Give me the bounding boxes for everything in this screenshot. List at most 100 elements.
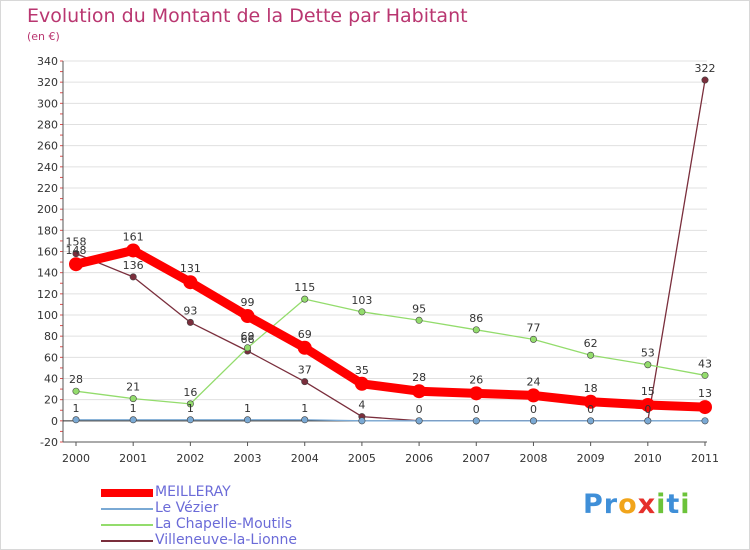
data-label: 161 bbox=[123, 230, 144, 243]
data-label: 0 bbox=[587, 403, 594, 416]
data-point bbox=[297, 340, 312, 355]
data-point bbox=[186, 400, 194, 408]
data-label: 18 bbox=[584, 382, 598, 395]
data-point bbox=[698, 400, 712, 415]
data-label: 77 bbox=[526, 321, 540, 334]
data-point bbox=[72, 250, 80, 258]
data-point bbox=[529, 335, 537, 343]
data-point bbox=[415, 316, 423, 324]
x-tick-label: 2000 bbox=[62, 452, 90, 465]
data-label: 0 bbox=[530, 403, 537, 416]
data-label: 148 bbox=[66, 244, 87, 257]
y-tick-label: 140 bbox=[37, 267, 58, 280]
legend-swatch bbox=[101, 489, 153, 497]
data-point bbox=[472, 326, 480, 334]
data-label: 35 bbox=[355, 364, 369, 377]
data-label: 0 bbox=[416, 403, 423, 416]
data-label: 28 bbox=[69, 373, 83, 386]
logo-letter: r bbox=[603, 489, 619, 520]
legend-label: La Chapelle-Moutils bbox=[155, 516, 293, 532]
data-label: 1 bbox=[73, 402, 80, 415]
y-tick-label: 0 bbox=[51, 415, 58, 428]
data-point bbox=[526, 388, 541, 403]
data-point bbox=[587, 417, 595, 425]
y-tick-label: 220 bbox=[37, 182, 58, 195]
x-tick-label: 2002 bbox=[176, 452, 204, 465]
data-label: 24 bbox=[526, 375, 540, 388]
x-tick-label: 2006 bbox=[405, 452, 433, 465]
data-point bbox=[240, 309, 255, 324]
logo-letter: t bbox=[666, 489, 681, 520]
data-point bbox=[183, 275, 198, 290]
data-point bbox=[412, 384, 427, 399]
data-label: 93 bbox=[183, 304, 197, 317]
series-line-0 bbox=[71, 245, 710, 412]
data-label: 62 bbox=[584, 337, 598, 350]
x-tick-label: 2004 bbox=[291, 452, 319, 465]
data-point bbox=[126, 243, 141, 258]
axes: -200204060801001201401601802002202402602… bbox=[37, 55, 719, 465]
logo-letter: P bbox=[583, 489, 604, 520]
legend-label: Le Vézier bbox=[155, 500, 219, 516]
data-point bbox=[244, 416, 252, 424]
legend-item: La Chapelle-Moutils bbox=[101, 516, 361, 533]
data-point bbox=[186, 416, 194, 424]
data-label: 66 bbox=[241, 333, 255, 346]
data-label: 69 bbox=[298, 328, 312, 341]
x-tick-label: 2005 bbox=[348, 452, 376, 465]
y-tick-label: -20 bbox=[40, 436, 58, 449]
data-point bbox=[583, 394, 598, 409]
chart-unit-label: (en €) bbox=[27, 30, 60, 43]
y-tick-label: 160 bbox=[37, 246, 58, 259]
x-tick-label: 2001 bbox=[119, 452, 147, 465]
legend-swatch bbox=[101, 524, 153, 526]
data-label: 53 bbox=[641, 347, 655, 360]
data-point bbox=[186, 318, 194, 326]
legend-label: MEILLERAY bbox=[155, 484, 231, 500]
logo-letter: x bbox=[637, 489, 657, 520]
proxiti-logo: Proxiti bbox=[583, 489, 691, 520]
y-tick-label: 80 bbox=[44, 330, 58, 343]
data-label: 0 bbox=[473, 403, 480, 416]
data-point bbox=[301, 295, 309, 303]
data-point bbox=[69, 257, 83, 272]
data-label: 43 bbox=[698, 357, 712, 370]
data-point bbox=[644, 361, 652, 369]
logo-letter: i bbox=[656, 489, 667, 520]
data-point bbox=[701, 371, 709, 379]
data-label: 99 bbox=[241, 296, 255, 309]
data-point bbox=[129, 416, 137, 424]
data-point bbox=[72, 387, 80, 395]
data-label: 136 bbox=[123, 259, 144, 272]
data-label: 1 bbox=[244, 402, 251, 415]
data-point bbox=[72, 416, 80, 424]
y-tick-label: 20 bbox=[44, 394, 58, 407]
data-point bbox=[129, 395, 137, 403]
data-label: 131 bbox=[180, 262, 201, 275]
x-tick-label: 2009 bbox=[577, 452, 605, 465]
y-tick-label: 100 bbox=[37, 309, 58, 322]
data-label: 86 bbox=[469, 312, 483, 325]
data-point bbox=[472, 417, 480, 425]
y-tick-label: 260 bbox=[37, 140, 58, 153]
y-tick-label: 60 bbox=[44, 351, 58, 364]
chart-title: Evolution du Montant de la Dette par Hab… bbox=[27, 5, 468, 27]
legend-swatch bbox=[101, 508, 153, 510]
data-label: 16 bbox=[183, 386, 197, 399]
series-lines bbox=[69, 76, 712, 425]
data-label: 103 bbox=[351, 294, 372, 307]
data-label: 1 bbox=[187, 402, 194, 415]
legend-item: Villeneuve-la-Lionne bbox=[101, 532, 361, 549]
data-label: 1 bbox=[301, 402, 308, 415]
data-label: 0 bbox=[644, 403, 651, 416]
data-point bbox=[644, 417, 652, 425]
legend-item: Le Vézier bbox=[101, 500, 361, 517]
y-tick-label: 320 bbox=[37, 76, 58, 89]
data-label: 115 bbox=[294, 281, 315, 294]
series-line-1 bbox=[75, 419, 706, 422]
x-tick-label: 2008 bbox=[519, 452, 547, 465]
data-label: 4 bbox=[358, 399, 365, 412]
data-label: 95 bbox=[412, 302, 426, 315]
